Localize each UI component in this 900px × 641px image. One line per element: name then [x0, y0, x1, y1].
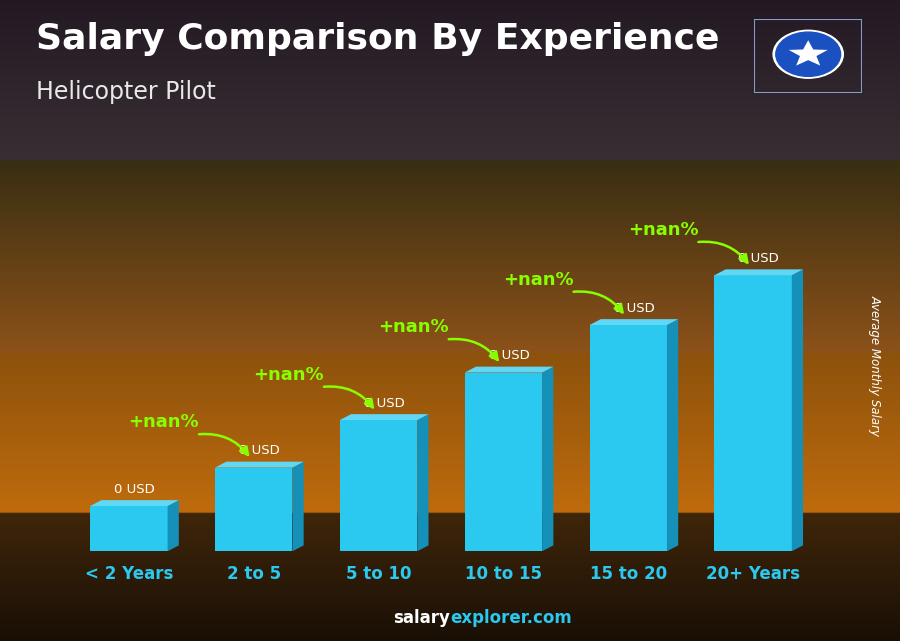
- Polygon shape: [167, 500, 179, 551]
- Text: explorer.com: explorer.com: [450, 609, 572, 627]
- Text: +nan%: +nan%: [378, 319, 449, 337]
- Text: 0 USD: 0 USD: [489, 349, 529, 362]
- Polygon shape: [590, 325, 667, 551]
- Polygon shape: [788, 40, 828, 65]
- Text: 0 USD: 0 USD: [239, 444, 280, 457]
- Text: Helicopter Pilot: Helicopter Pilot: [36, 80, 216, 104]
- Polygon shape: [215, 467, 292, 551]
- Text: 0 USD: 0 USD: [364, 397, 405, 410]
- Polygon shape: [215, 462, 303, 467]
- Polygon shape: [590, 319, 679, 325]
- Polygon shape: [90, 506, 167, 551]
- Polygon shape: [418, 414, 428, 551]
- Text: salary: salary: [393, 609, 450, 627]
- Polygon shape: [292, 462, 303, 551]
- Text: +nan%: +nan%: [628, 221, 698, 239]
- Polygon shape: [542, 367, 554, 551]
- Polygon shape: [464, 367, 554, 372]
- Polygon shape: [715, 275, 792, 551]
- Polygon shape: [667, 319, 679, 551]
- Polygon shape: [715, 269, 803, 275]
- Circle shape: [776, 32, 841, 76]
- Polygon shape: [340, 414, 428, 420]
- Text: Average Monthly Salary: Average Monthly Salary: [868, 295, 881, 436]
- Polygon shape: [792, 269, 803, 551]
- Text: Salary Comparison By Experience: Salary Comparison By Experience: [36, 22, 719, 56]
- Text: 0 USD: 0 USD: [114, 483, 155, 495]
- Text: +nan%: +nan%: [254, 366, 324, 384]
- Polygon shape: [90, 500, 179, 506]
- Text: 0 USD: 0 USD: [614, 302, 654, 315]
- Polygon shape: [464, 372, 542, 551]
- Polygon shape: [340, 420, 418, 551]
- Text: +nan%: +nan%: [129, 413, 199, 431]
- Text: +nan%: +nan%: [503, 271, 573, 289]
- Circle shape: [773, 30, 843, 78]
- Text: 0 USD: 0 USD: [738, 252, 779, 265]
